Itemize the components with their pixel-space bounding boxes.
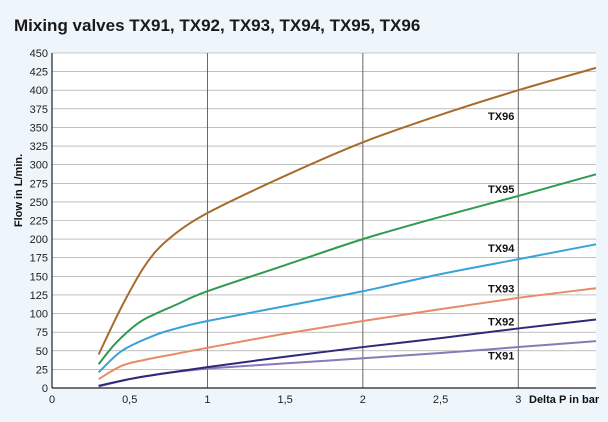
y-tick-label: 125: [30, 290, 48, 302]
series-line-tx92: [98, 318, 597, 387]
y-tick-label: 450: [30, 48, 48, 60]
y-tick-label: 0: [42, 383, 48, 395]
series-label-tx91: TX91: [488, 351, 514, 363]
series-label-tx93: TX93: [488, 284, 514, 296]
y-tick-label: 375: [30, 104, 48, 116]
y-tick-label: 300: [30, 160, 48, 172]
y-tick-label: 200: [30, 234, 48, 246]
x-tick-label: 2,5: [433, 394, 448, 406]
series-line-tx94: [97, 243, 597, 374]
series-label-tx96: TX96: [488, 111, 514, 123]
y-axis-label: Flow in L/min.: [13, 154, 25, 227]
x-tick-label: 1,5: [277, 394, 292, 406]
x-axis-label: Delta P in bar: [529, 394, 600, 406]
y-tick-label: 175: [30, 253, 48, 265]
series-line-tx93: [98, 287, 597, 380]
y-tick-label: 325: [30, 141, 48, 153]
y-tick-label: 100: [30, 309, 48, 321]
series-line-tx96: [97, 66, 597, 355]
series-label-tx95: TX95: [488, 184, 514, 196]
y-tick-label: 400: [30, 85, 48, 97]
y-tick-label: 50: [36, 346, 48, 358]
x-tick-label: 3: [515, 394, 521, 406]
y-tick-label: 250: [30, 197, 48, 209]
y-tick-label: 150: [30, 271, 48, 283]
y-tick-label: 225: [30, 216, 48, 228]
y-tick-label: 25: [36, 364, 48, 376]
series-label-tx92: TX92: [488, 316, 514, 328]
y-tick-label: 275: [30, 178, 48, 190]
x-tick-label: 0: [49, 394, 55, 406]
x-tick-label: 2: [360, 394, 366, 406]
series-label-tx94: TX94: [488, 243, 515, 255]
y-tick-label: 350: [30, 122, 48, 134]
y-tick-label: 425: [30, 67, 48, 79]
x-tick-label: 0,5: [122, 394, 137, 406]
x-tick-label: 1: [204, 394, 210, 406]
chart-title: Mixing valves TX91, TX92, TX93, TX94, TX…: [14, 16, 421, 35]
series-line-tx95: [97, 173, 597, 365]
y-tick-label: 75: [36, 327, 48, 339]
